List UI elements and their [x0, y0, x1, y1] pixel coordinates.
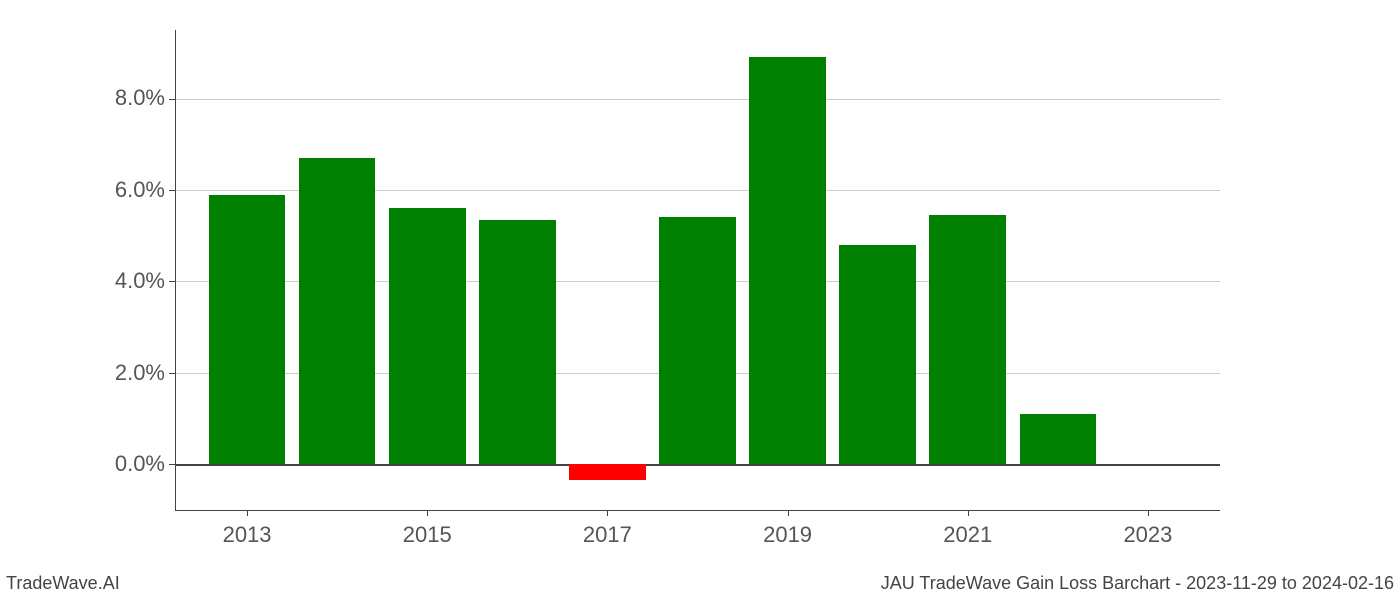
x-tick-mark — [607, 510, 608, 516]
bar — [479, 220, 556, 465]
bar — [209, 195, 286, 465]
y-tick-label: 4.0% — [85, 268, 165, 294]
bar — [299, 158, 376, 464]
y-axis-spine — [175, 30, 176, 510]
x-tick-mark — [427, 510, 428, 516]
y-tick-label: 0.0% — [85, 451, 165, 477]
y-tick-label: 8.0% — [85, 85, 165, 111]
x-tick-label: 2019 — [748, 522, 828, 548]
x-tick-mark — [968, 510, 969, 516]
x-tick-mark — [247, 510, 248, 516]
bar — [1020, 414, 1097, 464]
bar — [569, 464, 646, 480]
bar — [749, 57, 826, 464]
grid-line — [175, 464, 1220, 466]
x-tick-label: 2013 — [207, 522, 287, 548]
y-tick-mark — [169, 464, 175, 465]
y-tick-mark — [169, 99, 175, 100]
bar — [389, 208, 466, 464]
chart-container: 0.0% 2.0% 4.0% 6.0% 8.0% 2013 2015 2017 2019 202… — [0, 0, 1400, 600]
chart-caption: JAU TradeWave Gain Loss Barchart - 2023-… — [881, 573, 1394, 594]
x-tick-label: 2017 — [567, 522, 647, 548]
x-axis-spine — [175, 510, 1220, 511]
y-tick-label: 6.0% — [85, 177, 165, 203]
y-tick-mark — [169, 190, 175, 191]
brand-label: TradeWave.AI — [6, 573, 120, 594]
grid-line — [175, 99, 1220, 100]
bar — [659, 217, 736, 464]
bar — [839, 245, 916, 464]
x-tick-label: 2015 — [387, 522, 467, 548]
x-tick-mark — [1148, 510, 1149, 516]
x-tick-label: 2023 — [1108, 522, 1188, 548]
y-tick-label: 2.0% — [85, 360, 165, 386]
y-tick-mark — [169, 373, 175, 374]
x-tick-mark — [788, 510, 789, 516]
y-tick-mark — [169, 281, 175, 282]
bar — [929, 215, 1006, 464]
plot-area — [175, 30, 1220, 510]
x-tick-label: 2021 — [928, 522, 1008, 548]
